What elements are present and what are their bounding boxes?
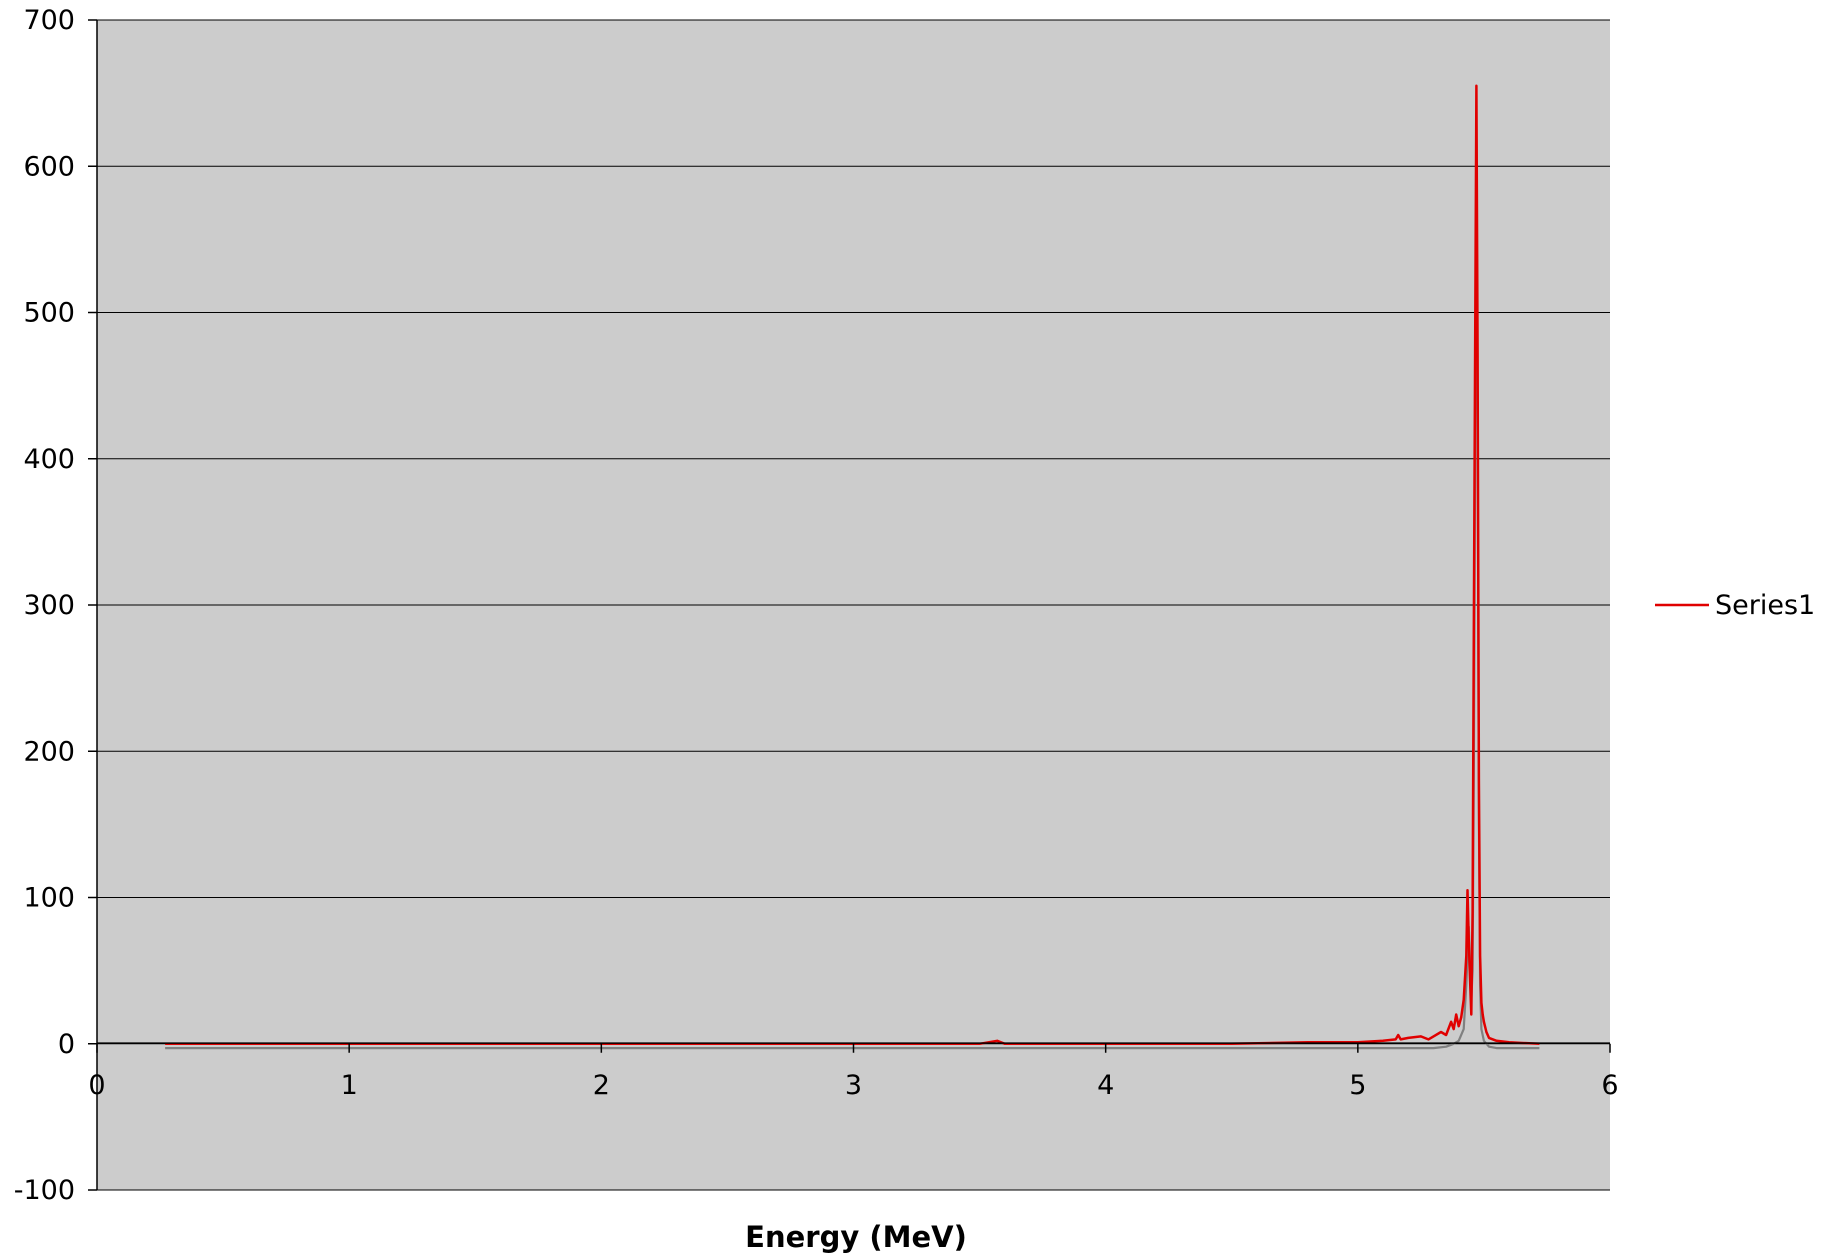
y-tick-label: -100: [14, 1175, 75, 1206]
series-group: [165, 84, 1540, 1050]
x-tick-label: 3: [845, 1070, 862, 1101]
x-tick-label: 6: [1601, 1070, 1618, 1101]
y-tick-label: 0: [58, 1029, 75, 1060]
y-tick-label: 500: [23, 298, 75, 329]
y-tick-label: 700: [23, 5, 75, 36]
y-tick-label: 300: [23, 590, 75, 621]
y-tick-label: 200: [23, 736, 75, 767]
y-tick-labels: -100 0 100 200 300 400 500 600 700: [14, 5, 75, 1206]
x-tick-label: 0: [88, 1070, 105, 1101]
y-tick-label: 600: [23, 151, 75, 182]
x-tick-label: 5: [1349, 1070, 1366, 1101]
x-tick-label: 1: [341, 1070, 358, 1101]
y-tick-label: 400: [23, 444, 75, 475]
x-tick-labels: 0 1 2 3 4 5 6: [88, 1070, 1618, 1101]
x-tick-label: 2: [593, 1070, 610, 1101]
x-axis-title: Energy (MeV): [745, 1220, 967, 1254]
series-line-series1: [165, 84, 1540, 1046]
x-tick-label: 4: [1097, 1070, 1114, 1101]
y-tick-label: 100: [23, 883, 75, 914]
legend-label-series1: Series1: [1715, 590, 1815, 621]
x-tick-marks: [96, 1043, 1611, 1053]
legend: Series1: [1655, 590, 1815, 621]
